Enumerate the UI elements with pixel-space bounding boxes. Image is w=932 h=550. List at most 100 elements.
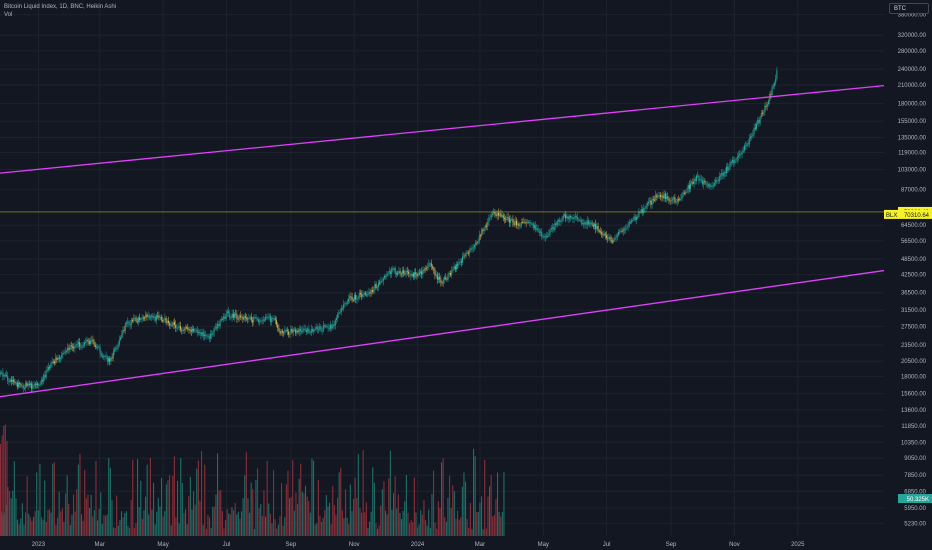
volume-bar: [471, 529, 473, 536]
candle: [537, 228, 539, 232]
candle: [776, 70, 778, 79]
volume-bar: [71, 514, 73, 536]
volume-bar: [348, 524, 350, 536]
candle: [550, 228, 552, 230]
volume-bar: [7, 487, 9, 536]
currency-button[interactable]: BTC: [889, 3, 929, 14]
candle: [435, 274, 437, 276]
candle: [703, 180, 705, 185]
volume-bar: [183, 513, 185, 536]
y-tick-label: 7850.00: [904, 473, 926, 479]
candle: [204, 334, 205, 337]
candle: [183, 329, 185, 331]
candle: [182, 329, 184, 331]
candle: [451, 270, 453, 276]
volume-bar: [170, 525, 172, 536]
candle: [294, 329, 295, 331]
candle: [216, 327, 217, 329]
volume-bar: [132, 459, 134, 536]
candle: [492, 213, 493, 215]
candle: [166, 320, 168, 324]
candle: [432, 266, 433, 268]
candle: [628, 222, 630, 226]
volume-bar: [372, 467, 374, 536]
candle: [640, 209, 642, 212]
candle: [730, 162, 732, 163]
candle: [478, 235, 480, 241]
volume-bar: [466, 518, 468, 536]
volume-bar: [405, 474, 407, 536]
volume-bar: [407, 512, 409, 536]
volume-bar: [1, 511, 3, 536]
candle: [520, 221, 522, 226]
candle: [460, 261, 462, 263]
candle: [211, 334, 213, 336]
candle: [252, 320, 253, 323]
candle: [717, 180, 719, 182]
volume-bar: [442, 458, 444, 536]
volume-bar: [431, 494, 433, 536]
candle: [375, 284, 377, 288]
candle: [504, 217, 505, 220]
volume-bar: [284, 517, 286, 536]
x-tick-label: 2024: [411, 542, 425, 548]
y-tick-label: 18000.00: [901, 375, 927, 381]
volume-bar: [23, 524, 25, 536]
candle: [723, 171, 725, 177]
candle: [405, 271, 407, 274]
volume-bar: [252, 489, 254, 536]
volume-bar: [417, 527, 419, 536]
candle: [123, 330, 125, 332]
candle: [477, 240, 479, 244]
volume-bar: [1, 435, 3, 536]
trendlines[interactable]: [0, 84, 885, 398]
volume-bar: [340, 467, 342, 536]
candle: [132, 320, 133, 322]
candle: [284, 329, 286, 333]
volume-bar: [57, 517, 59, 536]
candle: [772, 85, 774, 88]
volume-bar: [493, 515, 495, 536]
candle: [25, 382, 27, 388]
candle: [507, 216, 509, 218]
candle: [672, 199, 673, 201]
volume-bar: [90, 494, 92, 536]
candle: [459, 261, 461, 263]
candle: [3, 375, 5, 377]
volume-bar: [130, 500, 132, 536]
candle: [159, 316, 161, 318]
candle: [637, 216, 639, 218]
volume-bar: [169, 475, 171, 536]
candle: [255, 317, 257, 319]
candle: [626, 227, 628, 229]
volume-bar: [122, 517, 124, 536]
candle: [651, 199, 653, 205]
volume-bar: [114, 528, 116, 536]
candle: [518, 223, 520, 226]
candle: [438, 277, 439, 280]
volume-bar: [15, 498, 17, 536]
candle: [208, 336, 210, 339]
volume-bar: [241, 511, 243, 536]
candle: [588, 220, 589, 225]
candle: [706, 184, 708, 186]
volume-bar: [85, 498, 87, 536]
volume-bar: [84, 470, 86, 536]
candle: [532, 223, 534, 228]
x-tick-label: Mar: [95, 542, 105, 548]
candle: [81, 346, 83, 348]
volume-bar: [68, 503, 70, 536]
candle: [489, 217, 491, 219]
candle: [142, 317, 144, 319]
candle: [774, 83, 775, 86]
candle: [115, 347, 117, 350]
candle: [267, 317, 269, 319]
volume-bar: [434, 522, 436, 536]
candle: [118, 339, 120, 345]
candle: [608, 237, 610, 239]
volume-bar: [436, 528, 438, 536]
candle: [682, 192, 684, 194]
volume-bar: [479, 502, 481, 536]
volume-bar: [482, 529, 484, 536]
